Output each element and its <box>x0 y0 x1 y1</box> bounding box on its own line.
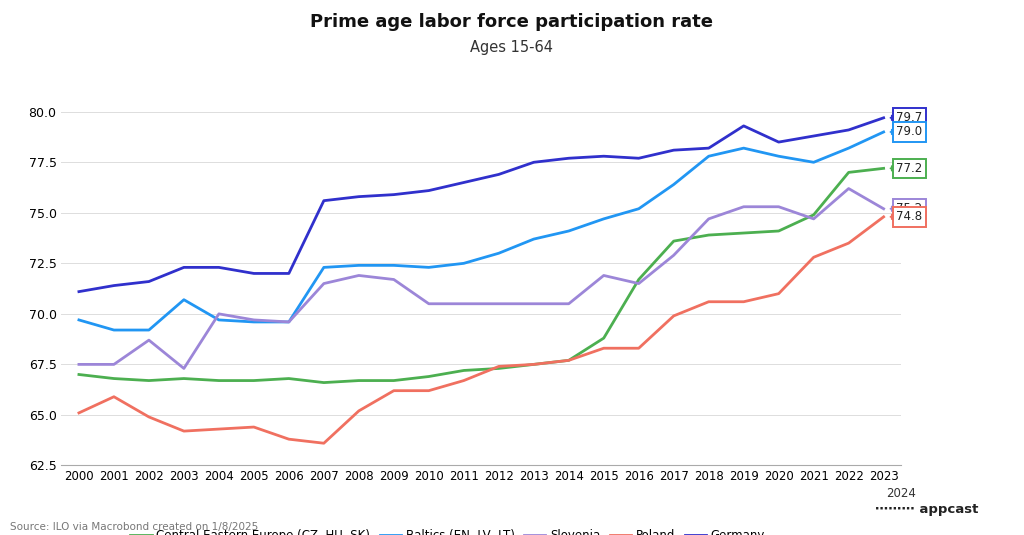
Text: Source: ILO via Macrobond created on 1/8/2025: Source: ILO via Macrobond created on 1/8… <box>10 522 258 532</box>
Text: 79.0: 79.0 <box>896 126 923 139</box>
Legend: Central Eastern Europe (CZ, HU, SK), Baltics (EN, LV, LT), Slovenia, Poland, Ger: Central Eastern Europe (CZ, HU, SK), Bal… <box>126 524 770 535</box>
Text: Ages 15-64: Ages 15-64 <box>470 40 554 55</box>
Text: 79.7: 79.7 <box>896 111 923 124</box>
Text: 2024: 2024 <box>886 487 916 500</box>
Text: 75.2: 75.2 <box>896 202 923 215</box>
Text: 77.2: 77.2 <box>896 162 923 175</box>
Text: 74.8: 74.8 <box>896 210 923 223</box>
Text: ⋯⋯⋯ appcast: ⋯⋯⋯ appcast <box>874 503 978 516</box>
Text: Prime age labor force participation rate: Prime age labor force participation rate <box>310 13 714 32</box>
